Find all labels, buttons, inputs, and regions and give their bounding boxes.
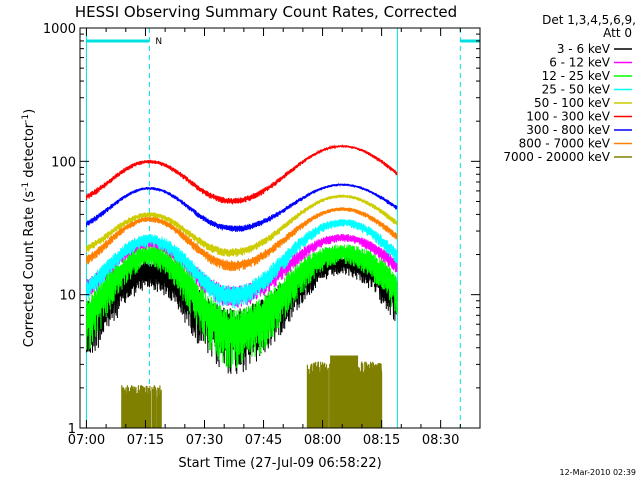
legend-label: 100 - 300 keV bbox=[526, 110, 610, 124]
legend-label: 800 - 7000 keV bbox=[519, 137, 611, 151]
legend-label: 3 - 6 keV bbox=[557, 42, 611, 56]
y-axis-label: Corrected Count Rate (s-1 detector-1) bbox=[21, 109, 37, 347]
series-line-3 bbox=[86, 219, 398, 309]
x-tick-label: 07:15 bbox=[127, 433, 164, 448]
x-axis-label: Start Time (27-Jul-09 06:58:22) bbox=[178, 456, 381, 471]
plot-frame bbox=[79, 27, 481, 429]
legend-label: 6 - 12 keV bbox=[549, 56, 611, 70]
series-line-5 bbox=[86, 143, 398, 205]
chart-title: HESSI Observing Summary Count Rates, Cor… bbox=[75, 3, 457, 21]
timestamp: 12-Mar-2010 02:39 bbox=[560, 468, 637, 477]
legend-label: 12 - 25 keV bbox=[542, 69, 611, 83]
x-tick-label: 07:30 bbox=[186, 433, 223, 448]
series-line-7 bbox=[86, 207, 398, 272]
series-line-2 bbox=[86, 244, 398, 369]
x-tick-label: 08:30 bbox=[422, 433, 459, 448]
x-tick-label: 07:00 bbox=[68, 433, 105, 448]
series-line-6 bbox=[86, 182, 398, 232]
night-marker-label: N bbox=[155, 37, 162, 47]
x-tick-label: 08:15 bbox=[363, 433, 400, 448]
legend-label: 25 - 50 keV bbox=[542, 83, 611, 97]
x-tick-label: 08:00 bbox=[304, 433, 341, 448]
legend-header-line-2: Att 0 bbox=[603, 26, 632, 40]
series-line-high-energy bbox=[121, 385, 162, 428]
y-tick-label: 10 bbox=[59, 289, 76, 304]
legend-label: 7000 - 20000 keV bbox=[503, 150, 610, 164]
y-tick-label: 1 bbox=[68, 422, 76, 437]
y-tick-label: 1000 bbox=[43, 22, 76, 37]
legend-header-line-1: Det 1,3,4,5,6,9, bbox=[542, 13, 636, 27]
legend-label: 300 - 800 keV bbox=[526, 123, 610, 137]
legend-label: 50 - 100 keV bbox=[534, 96, 611, 110]
series-line-high-energy bbox=[306, 355, 383, 428]
series-line-4 bbox=[86, 194, 398, 258]
y-tick-label: 100 bbox=[51, 155, 76, 170]
x-tick-label: 07:45 bbox=[245, 433, 282, 448]
